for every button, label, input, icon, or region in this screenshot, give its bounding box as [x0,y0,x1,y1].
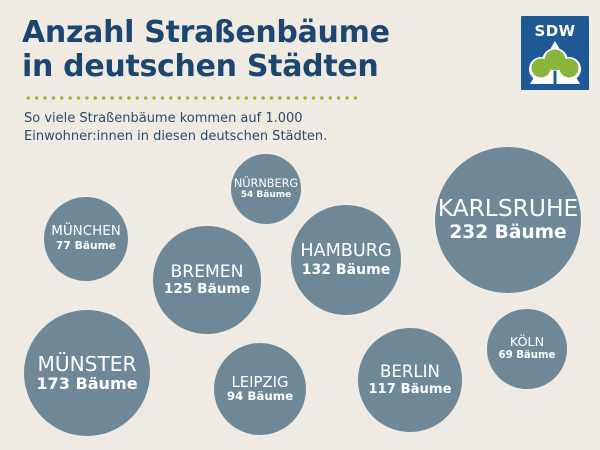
subtitle-line-2: Einwohner:innen in diesen deutschen Städ… [24,129,328,144]
bubble-nürnberg: NÜRNBERG 54 Bäume [230,153,302,225]
bubble-münster: MÜNSTER 173 Bäume [23,309,151,437]
bubble-value-label: 54 Bäume [240,190,292,200]
bubble-value-label: 173 Bäume [36,373,138,393]
bubble-value-label: 117 Bäume [368,381,452,397]
bubble-city-label: MÜNSTER [37,351,137,376]
bubble-value-label: 77 Bäume [55,239,117,253]
bubble-city-label: LEIPZIG [231,373,289,391]
bubble-köln: KÖLN 69 Bäume [487,309,567,389]
bubble-hamburg: HAMBURG 132 Bäume [290,204,402,316]
tree-logo-icon [529,41,581,84]
bubble-city-label: BERLIN [380,362,440,382]
chart-title: Anzahl Straßenbäume in deutschen Städten [22,16,390,84]
bubble-city-label: NÜRNBERG [233,176,299,190]
bubble-berlin: BERLIN 117 Bäume [358,328,462,432]
chart-subtitle: So viele Straßenbäume kommen auf 1.000 E… [24,110,327,146]
bubble-münchen: MÜNCHEN 77 Bäume [43,196,129,282]
bubble-bremen: BREMEN 125 Bäume [153,226,261,334]
bubble-value-label: 132 Bäume [301,261,391,278]
title-line-2: in deutschen Städten [22,49,379,84]
bubble-leipzig: LEIPZIG 94 Bäume [213,342,307,436]
sdw-logo: SDW [521,16,589,90]
dotted-divider [24,95,358,101]
title-line-1: Anzahl Straßenbäume [22,15,390,50]
bubble-karlsruhe: KARLSRUHE 232 Bäume [435,147,581,293]
bubble-city-label: BREMEN [170,261,244,282]
bubble-value-label: 94 Bäume [226,389,294,404]
bubble-city-label: KARLSRUHE [437,194,579,223]
bubble-value-label: 232 Bäume [449,222,567,244]
bubble-city-label: HAMBURG [300,241,392,262]
bubble-value-label: 69 Bäume [498,350,556,362]
logo-text: SDW [534,22,576,40]
bubble-value-label: 125 Bäume [163,280,251,297]
bubble-city-label: KÖLN [509,335,545,351]
bubble-city-label: MÜNCHEN [51,224,121,240]
subtitle-line-1: So viele Straßenbäume kommen auf 1.000 [24,111,303,126]
